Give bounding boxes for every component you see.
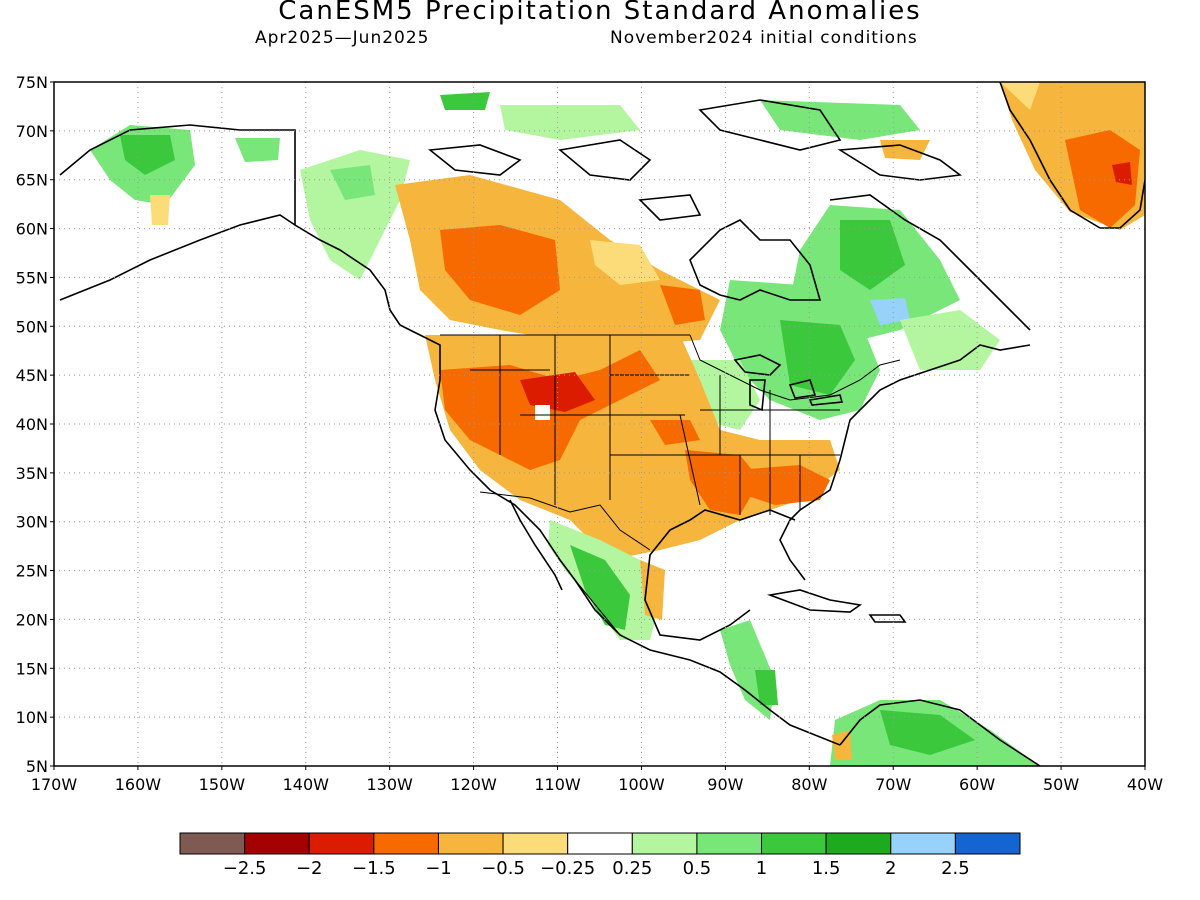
colorbar-swatch — [631, 832, 698, 855]
latitude-axis: 75N 70N 65N 60N 55N 50N 45N 40N 35N 30N 25N 20N 15N 1… — [16, 73, 54, 776]
lat-tick-label: 60N — [16, 220, 48, 239]
colorbar-label: −2.5 — [223, 858, 267, 879]
lat-tick-label: 40N — [16, 415, 48, 434]
lat-tick-label: 55N — [16, 268, 48, 287]
lat-tick-label: 15N — [16, 659, 48, 678]
lon-tick-label: 120W — [450, 775, 497, 794]
colorbar-swatch — [373, 832, 439, 855]
colorbar-labels: −2.5 −2 −1.5 −1 −0.5 −0.25 0.25 0.5 1 1.5 2 2.5 — [223, 858, 970, 879]
lat-tick-label: 65N — [16, 171, 48, 190]
colorbar-label: −1.5 — [352, 858, 396, 879]
longitude-axis: 170W 160W 150W 140W 130W 120W 110W 100W 90W 80W 70… — [31, 766, 1163, 794]
lon-tick-label: 70W — [875, 775, 911, 794]
forecast-period: Apr2025—Jun2025 — [255, 28, 430, 48]
lon-tick-label: 130W — [367, 775, 414, 794]
lon-tick-label: 160W — [115, 775, 162, 794]
colorbar-swatch — [696, 832, 763, 855]
colorbar-label: 2 — [885, 858, 896, 879]
colorbar-label: −0.25 — [540, 858, 595, 879]
lat-tick-label: 20N — [16, 610, 48, 629]
colorbar-label: 1.5 — [812, 858, 841, 879]
lat-tick-label: 25N — [16, 562, 48, 581]
lon-tick-label: 50W — [1043, 775, 1079, 794]
lat-tick-label: 35N — [16, 464, 48, 483]
colorbar-label: −0.5 — [481, 858, 525, 879]
graticule — [54, 82, 1145, 766]
lon-tick-label: 150W — [199, 775, 246, 794]
map-title: CanESM5 Precipitation Standard Anomalies — [278, 0, 922, 26]
colorbar-label: 2.5 — [941, 858, 970, 879]
lat-tick-label: 50N — [16, 317, 48, 336]
colorbar-swatch — [567, 832, 633, 855]
lat-tick-label: 10N — [16, 708, 48, 727]
colorbar-label: −2 — [296, 858, 323, 879]
anomaly-shading — [90, 82, 1145, 766]
lat-tick-label: 30N — [16, 513, 48, 532]
colorbar-swatch — [502, 832, 569, 855]
lat-tick-label: 5N — [26, 757, 48, 776]
colorbar-label: 0.5 — [683, 858, 712, 879]
colorbar-swatch — [437, 832, 504, 855]
coastlines — [59, 82, 1145, 766]
lon-tick-label: 140W — [283, 775, 330, 794]
colorbar-swatch — [954, 832, 1021, 855]
lon-tick-label: 110W — [534, 775, 581, 794]
political-borders — [440, 334, 901, 636]
colorbar-swatch — [244, 832, 310, 855]
colorbar-swatch — [825, 832, 892, 855]
colorbar-label: 0.25 — [612, 858, 652, 879]
lon-tick-label: 40W — [1127, 775, 1163, 794]
lat-tick-label: 45N — [16, 366, 48, 385]
lon-tick-label: 170W — [31, 775, 78, 794]
lon-tick-label: 90W — [707, 775, 743, 794]
colorbar-swatch — [179, 832, 246, 855]
initial-conditions: November2024 initial conditions — [610, 28, 918, 48]
lon-tick-label: 100W — [618, 775, 665, 794]
colorbar-swatch — [890, 832, 956, 855]
lat-tick-label: 70N — [16, 122, 48, 141]
colorbar-swatch — [761, 832, 827, 855]
colorbar — [179, 832, 1021, 855]
colorbar-swatch — [308, 832, 375, 855]
colorbar-label: 1 — [756, 858, 767, 879]
lon-tick-label: 80W — [791, 775, 827, 794]
lon-tick-label: 60W — [959, 775, 995, 794]
colorbar-label: −1 — [425, 858, 452, 879]
lat-tick-label: 75N — [16, 73, 48, 92]
